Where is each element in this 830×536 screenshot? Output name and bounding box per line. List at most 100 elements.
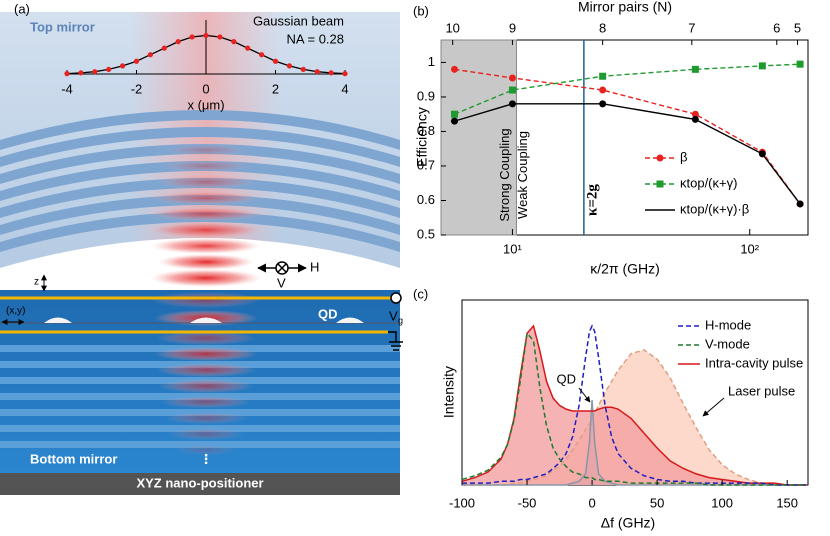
mirror-layer xyxy=(0,178,400,218)
x-axis-label: x (μm) xyxy=(187,97,224,112)
panel-label: (b) xyxy=(413,3,429,18)
marker xyxy=(189,34,195,40)
mode-lobe xyxy=(161,160,251,172)
top-tick-label: 10 xyxy=(445,20,459,35)
annotation-arrow xyxy=(702,397,725,417)
mode-lobe xyxy=(168,428,244,440)
x-axis-label: Δf (GHz) xyxy=(601,515,655,531)
mirror-stripes xyxy=(0,110,400,252)
marker xyxy=(796,60,804,68)
v-cross xyxy=(277,263,287,273)
x-axis-label: κ/2π (GHz) xyxy=(590,261,660,277)
marker xyxy=(758,62,766,70)
positioner-label: XYZ nano-positioner xyxy=(136,475,263,490)
annotation-arrow xyxy=(578,387,591,403)
top-mirror-label: Top mirror xyxy=(30,19,95,34)
marker xyxy=(599,86,607,94)
marker xyxy=(342,71,348,77)
marker xyxy=(451,65,459,73)
line xyxy=(454,63,801,115)
region-label: Strong Coupling xyxy=(497,128,512,221)
top-axis-label: Mirror pairs (N) xyxy=(578,0,672,15)
mirror-layer xyxy=(0,127,400,167)
legend-label: β xyxy=(680,149,687,164)
legend-label: κtop/(κ+γ) xyxy=(680,175,737,190)
marker xyxy=(508,100,516,108)
vg-subscript: g xyxy=(398,315,403,325)
mode-lobe xyxy=(161,396,251,408)
mirror-layer xyxy=(0,441,400,448)
xy-label: (x,y) xyxy=(6,306,25,317)
marker xyxy=(272,58,279,64)
marker xyxy=(203,32,209,39)
setup-diagram: (a) Top mirror Bottom mirror ⋮ XYZ nano-… xyxy=(0,1,403,495)
bottom-mirror-label: Bottom mirror xyxy=(30,451,117,466)
x-tick-label: -100 xyxy=(449,495,475,510)
cavity-mode xyxy=(148,144,264,455)
ground-symbol xyxy=(388,331,403,351)
mode-lobe xyxy=(148,207,264,221)
marker xyxy=(231,39,237,45)
y-tick-label: 0.9 xyxy=(417,88,435,103)
marker xyxy=(599,72,607,80)
top-tick-label: 8 xyxy=(599,20,606,35)
legend-label: Intra-cavity pulse xyxy=(705,355,803,370)
mirror-layer xyxy=(0,161,400,201)
y-axis-label: Intensity xyxy=(441,366,457,418)
line xyxy=(454,103,801,205)
region-label: Weak Coupling xyxy=(515,131,530,219)
marker xyxy=(92,69,98,75)
marker xyxy=(300,66,306,72)
marker xyxy=(161,45,167,51)
x-tick-label: 150 xyxy=(776,495,798,510)
legend-label: H-mode xyxy=(705,317,751,332)
area xyxy=(462,325,807,485)
positioner xyxy=(0,473,400,495)
annotation: Laser pulse xyxy=(728,383,795,398)
marker xyxy=(656,154,664,162)
y-tick-label: 0.8 xyxy=(417,123,435,138)
x-tick-label: 0 xyxy=(202,81,209,96)
mode-lobe xyxy=(154,347,258,361)
qd-label: QD xyxy=(318,306,338,321)
mode-lobe xyxy=(166,144,246,156)
mode-lobe xyxy=(156,363,256,377)
annotation: NA = 0.28 xyxy=(287,31,344,46)
mirror-layer xyxy=(0,144,400,184)
y-tick-label: 0.5 xyxy=(417,226,435,241)
v-label: V xyxy=(277,275,286,290)
mode-lobe xyxy=(148,222,264,238)
x-tick-label: 2 xyxy=(272,81,279,96)
marker xyxy=(175,39,181,45)
x-tick-label: 50 xyxy=(650,495,664,510)
x-tick-label: 100 xyxy=(711,495,733,510)
x-tick-label: -4 xyxy=(61,81,73,96)
marker xyxy=(245,45,251,51)
marker xyxy=(691,110,699,118)
z-label: z xyxy=(34,277,39,288)
panel-label: (a) xyxy=(14,1,30,16)
gate-terminal xyxy=(390,292,402,304)
mode-lobe xyxy=(164,412,248,424)
marker xyxy=(508,74,516,82)
quantum-dots xyxy=(44,317,364,323)
line xyxy=(462,324,807,486)
top-tick-label: 6 xyxy=(773,20,780,35)
marker xyxy=(78,70,84,76)
x-tick-label: 0 xyxy=(588,495,595,510)
area xyxy=(462,349,807,485)
top-tick-label: 5 xyxy=(794,20,801,35)
marker xyxy=(796,200,804,208)
marker xyxy=(691,115,699,123)
y-axis-label: Efficiency xyxy=(414,107,430,167)
panel-label: (c) xyxy=(413,286,428,301)
y-tick-label: 1 xyxy=(428,54,435,69)
mirror-layer xyxy=(0,195,400,235)
y-tick-label: 0.6 xyxy=(417,192,435,207)
h-label: H xyxy=(310,259,319,274)
marker xyxy=(599,100,607,108)
mode-lobe xyxy=(156,331,256,345)
mode-lobe xyxy=(156,175,256,189)
marker xyxy=(691,65,699,73)
marker xyxy=(147,52,153,58)
